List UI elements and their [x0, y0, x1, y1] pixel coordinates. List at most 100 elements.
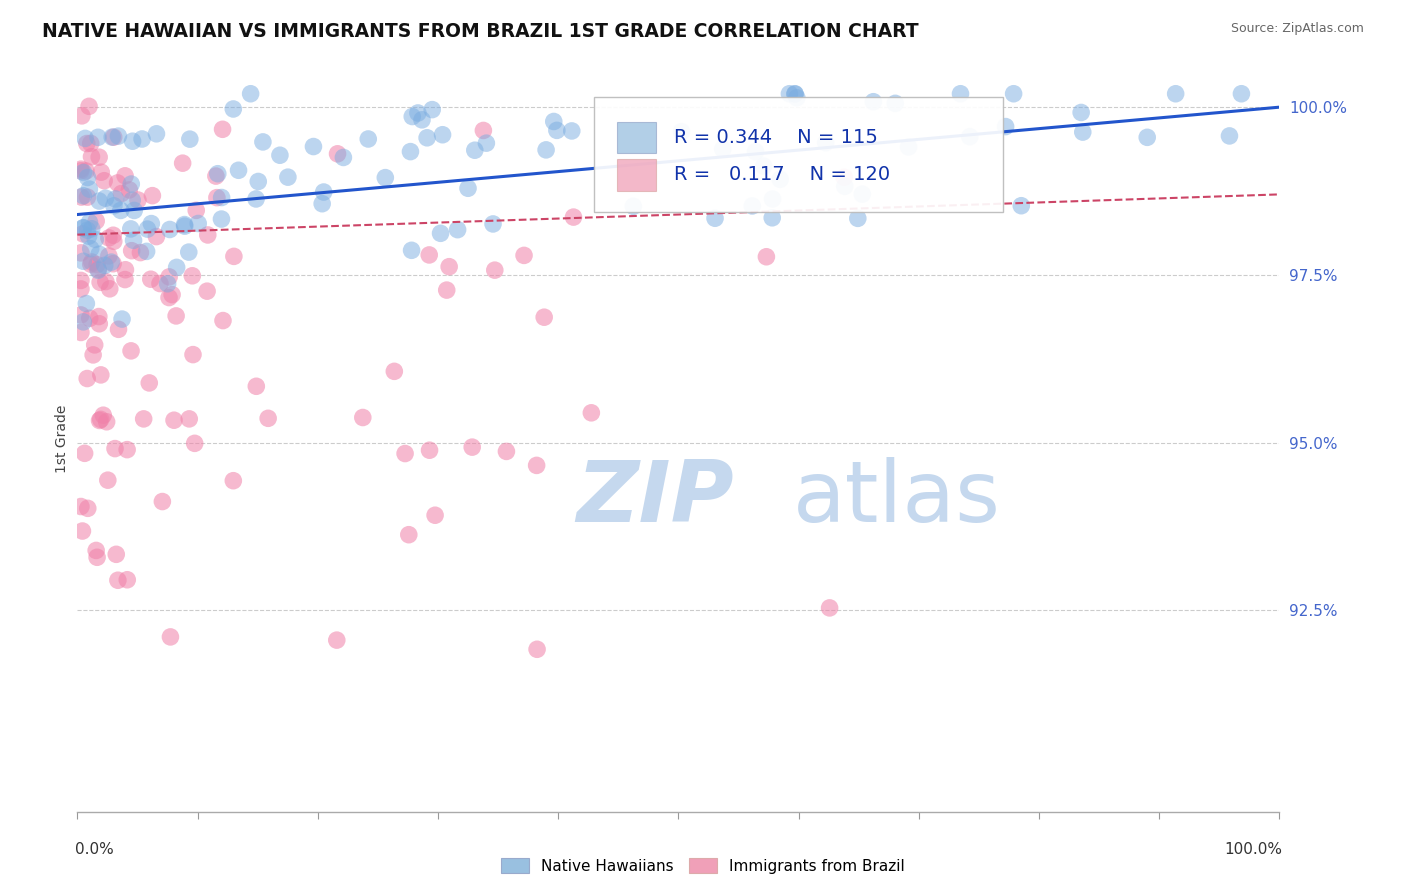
Point	[101, 257, 124, 271]
Point	[484, 263, 506, 277]
Point	[120, 343, 142, 358]
Point	[75, 164, 97, 178]
Text: 0.0%: 0.0%	[75, 841, 114, 856]
Point	[72, 188, 94, 202]
Text: ZIP: ZIP	[576, 458, 734, 541]
Point	[814, 136, 837, 150]
Point	[84, 214, 107, 228]
Point	[222, 102, 245, 116]
Point	[72, 315, 94, 329]
Point	[76, 170, 98, 185]
Point	[495, 444, 517, 458]
Point	[398, 527, 420, 541]
Point	[382, 364, 405, 378]
Point	[212, 313, 235, 327]
Point	[211, 190, 233, 204]
Point	[70, 326, 93, 340]
Point	[122, 203, 145, 218]
Point	[269, 148, 291, 162]
Point	[80, 150, 103, 164]
Point	[82, 348, 104, 362]
Point	[72, 220, 94, 235]
Point	[138, 376, 160, 390]
Point	[87, 310, 110, 324]
Point	[103, 199, 125, 213]
Point	[159, 222, 181, 236]
Point	[1002, 87, 1025, 101]
Point	[77, 229, 100, 244]
Point	[245, 379, 267, 393]
Point	[172, 156, 194, 170]
Point	[769, 172, 792, 186]
Point	[959, 129, 981, 144]
Point	[72, 254, 94, 268]
Point	[145, 127, 167, 141]
Point	[406, 106, 429, 120]
Point	[89, 194, 111, 208]
Point	[394, 446, 416, 460]
Point	[464, 143, 486, 157]
Point	[80, 136, 103, 151]
Point	[121, 134, 143, 148]
Point	[70, 273, 93, 287]
Point	[326, 633, 349, 648]
Point	[77, 99, 100, 113]
Point	[76, 190, 98, 204]
Point	[461, 440, 484, 454]
Point	[131, 132, 153, 146]
Point	[70, 162, 93, 177]
Point	[423, 508, 446, 523]
Point	[80, 242, 103, 256]
Point	[103, 235, 125, 249]
Point	[79, 215, 101, 229]
Point	[257, 411, 280, 425]
Point	[181, 348, 204, 362]
Point	[141, 217, 163, 231]
Point	[132, 412, 155, 426]
Point	[135, 244, 157, 259]
Point	[72, 524, 94, 538]
Point	[127, 193, 149, 207]
Point	[139, 272, 162, 286]
Point	[70, 109, 93, 123]
Point	[115, 442, 138, 457]
Point	[755, 250, 778, 264]
Point	[89, 150, 111, 164]
Point	[671, 125, 693, 139]
Point	[70, 163, 93, 178]
Point	[704, 211, 727, 226]
Point	[399, 145, 422, 159]
Point	[150, 494, 173, 508]
Point	[778, 87, 800, 101]
Point	[884, 96, 907, 111]
Point	[163, 413, 186, 427]
Point	[120, 177, 142, 191]
Point	[711, 142, 734, 156]
FancyBboxPatch shape	[617, 160, 655, 191]
Point	[84, 232, 107, 246]
Point	[534, 143, 557, 157]
Point	[111, 312, 134, 326]
Point	[97, 473, 120, 487]
Point	[120, 222, 142, 236]
Point	[446, 222, 468, 236]
Point	[76, 223, 98, 237]
Point	[97, 249, 120, 263]
Point	[76, 371, 98, 385]
Point	[411, 112, 433, 127]
Point	[173, 218, 195, 232]
Text: atlas: atlas	[793, 458, 1001, 541]
Point	[197, 227, 219, 242]
Point	[110, 186, 132, 201]
Point	[332, 151, 354, 165]
Point	[302, 139, 325, 153]
Point	[70, 190, 93, 204]
Point	[91, 408, 114, 422]
Point	[352, 410, 374, 425]
Point	[621, 199, 644, 213]
Point	[141, 188, 163, 202]
Point	[118, 183, 141, 197]
Text: NATIVE HAWAIIAN VS IMMIGRANTS FROM BRAZIL 1ST GRADE CORRELATION CHART: NATIVE HAWAIIAN VS IMMIGRANTS FROM BRAZI…	[42, 22, 918, 41]
Point	[110, 203, 132, 218]
Point	[156, 277, 179, 291]
